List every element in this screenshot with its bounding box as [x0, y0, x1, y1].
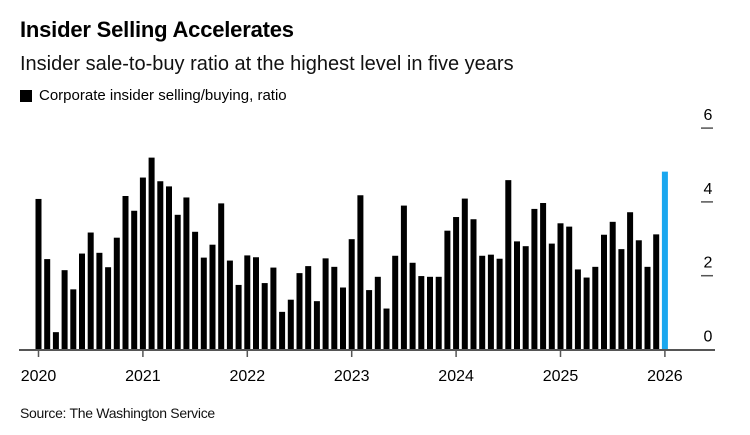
x-tick-label: 2025	[543, 368, 579, 385]
bar	[209, 244, 216, 350]
bar	[122, 196, 129, 350]
bar	[531, 208, 538, 350]
source-note: Source: The Washington Service	[20, 405, 215, 421]
bar	[287, 299, 294, 350]
bar	[261, 283, 268, 350]
x-tick-label: 2022	[230, 368, 266, 385]
bar	[183, 197, 190, 350]
bar	[253, 257, 259, 350]
legend: Corporate insider selling/buying, ratio	[20, 87, 287, 104]
chart-subtitle: Insider sale-to-buy ratio at the highest…	[20, 53, 514, 75]
bar	[496, 258, 503, 350]
bar	[35, 198, 42, 350]
bar-highlight	[661, 171, 668, 350]
bar	[113, 237, 120, 350]
bar	[583, 277, 590, 350]
x-tick-label: 2024	[438, 368, 474, 385]
bar	[61, 270, 68, 350]
y-ticks-group: 0 2 4 6	[701, 107, 713, 346]
x-tick-label: 2026	[647, 368, 683, 385]
bar	[522, 246, 529, 350]
bar	[566, 226, 573, 350]
bar	[505, 180, 512, 350]
y-tick-label: 6	[704, 107, 713, 124]
bar	[409, 262, 416, 350]
bar	[540, 203, 547, 350]
bar	[322, 258, 329, 350]
x-tick-label: 2023	[334, 368, 370, 385]
bar	[96, 252, 103, 350]
bar	[627, 212, 634, 350]
bar	[131, 210, 138, 350]
x-ticks-group: 2020 2021 2022 2023 2024 2025 2026	[21, 350, 683, 385]
bar	[487, 254, 494, 350]
bar	[148, 157, 155, 350]
bar	[618, 249, 625, 350]
legend-swatch	[20, 89, 32, 102]
bar	[574, 269, 581, 350]
bar	[218, 203, 225, 350]
bar	[200, 257, 207, 350]
bar	[244, 255, 251, 350]
bar	[644, 266, 651, 350]
bar	[313, 301, 320, 350]
bar	[435, 276, 442, 350]
chart-title: Insider Selling Accelerates	[20, 17, 294, 42]
bar	[601, 234, 607, 350]
bar	[340, 287, 346, 350]
bar	[270, 267, 277, 350]
bar	[453, 217, 460, 350]
bar	[105, 267, 112, 350]
bar	[635, 240, 642, 350]
bar	[174, 214, 181, 350]
bar	[79, 253, 85, 350]
bar	[470, 219, 477, 350]
bar	[70, 289, 77, 350]
bars-group	[35, 157, 668, 350]
bar	[514, 241, 520, 350]
bar	[52, 332, 59, 350]
bar	[418, 276, 425, 350]
bar	[44, 259, 51, 350]
bar	[279, 311, 286, 350]
bar	[557, 223, 564, 350]
bar	[166, 186, 172, 350]
bar	[548, 243, 555, 350]
bar	[383, 308, 390, 350]
y-tick-label: 0	[704, 329, 713, 346]
bar	[139, 177, 146, 350]
bar	[374, 276, 381, 350]
bar	[331, 266, 338, 350]
bar	[366, 290, 373, 350]
bar	[592, 266, 599, 350]
bar	[235, 284, 242, 350]
bar	[392, 255, 399, 350]
bar	[609, 221, 616, 350]
bar	[461, 198, 468, 350]
bar	[87, 232, 94, 350]
bar	[427, 276, 433, 350]
bar	[296, 273, 303, 350]
bar	[479, 255, 486, 350]
x-tick-label: 2021	[125, 368, 161, 385]
bar	[305, 266, 312, 350]
bar	[444, 230, 451, 350]
bar	[226, 260, 233, 350]
bar	[357, 195, 364, 350]
legend-label: Corporate insider selling/buying, ratio	[39, 87, 287, 104]
bar	[400, 205, 407, 350]
bar	[192, 231, 199, 350]
bar	[653, 234, 660, 350]
y-tick-label: 2	[704, 255, 713, 272]
y-tick-label: 4	[704, 181, 713, 198]
bar	[348, 239, 355, 350]
x-tick-label: 2020	[21, 368, 57, 385]
bar	[157, 181, 164, 350]
